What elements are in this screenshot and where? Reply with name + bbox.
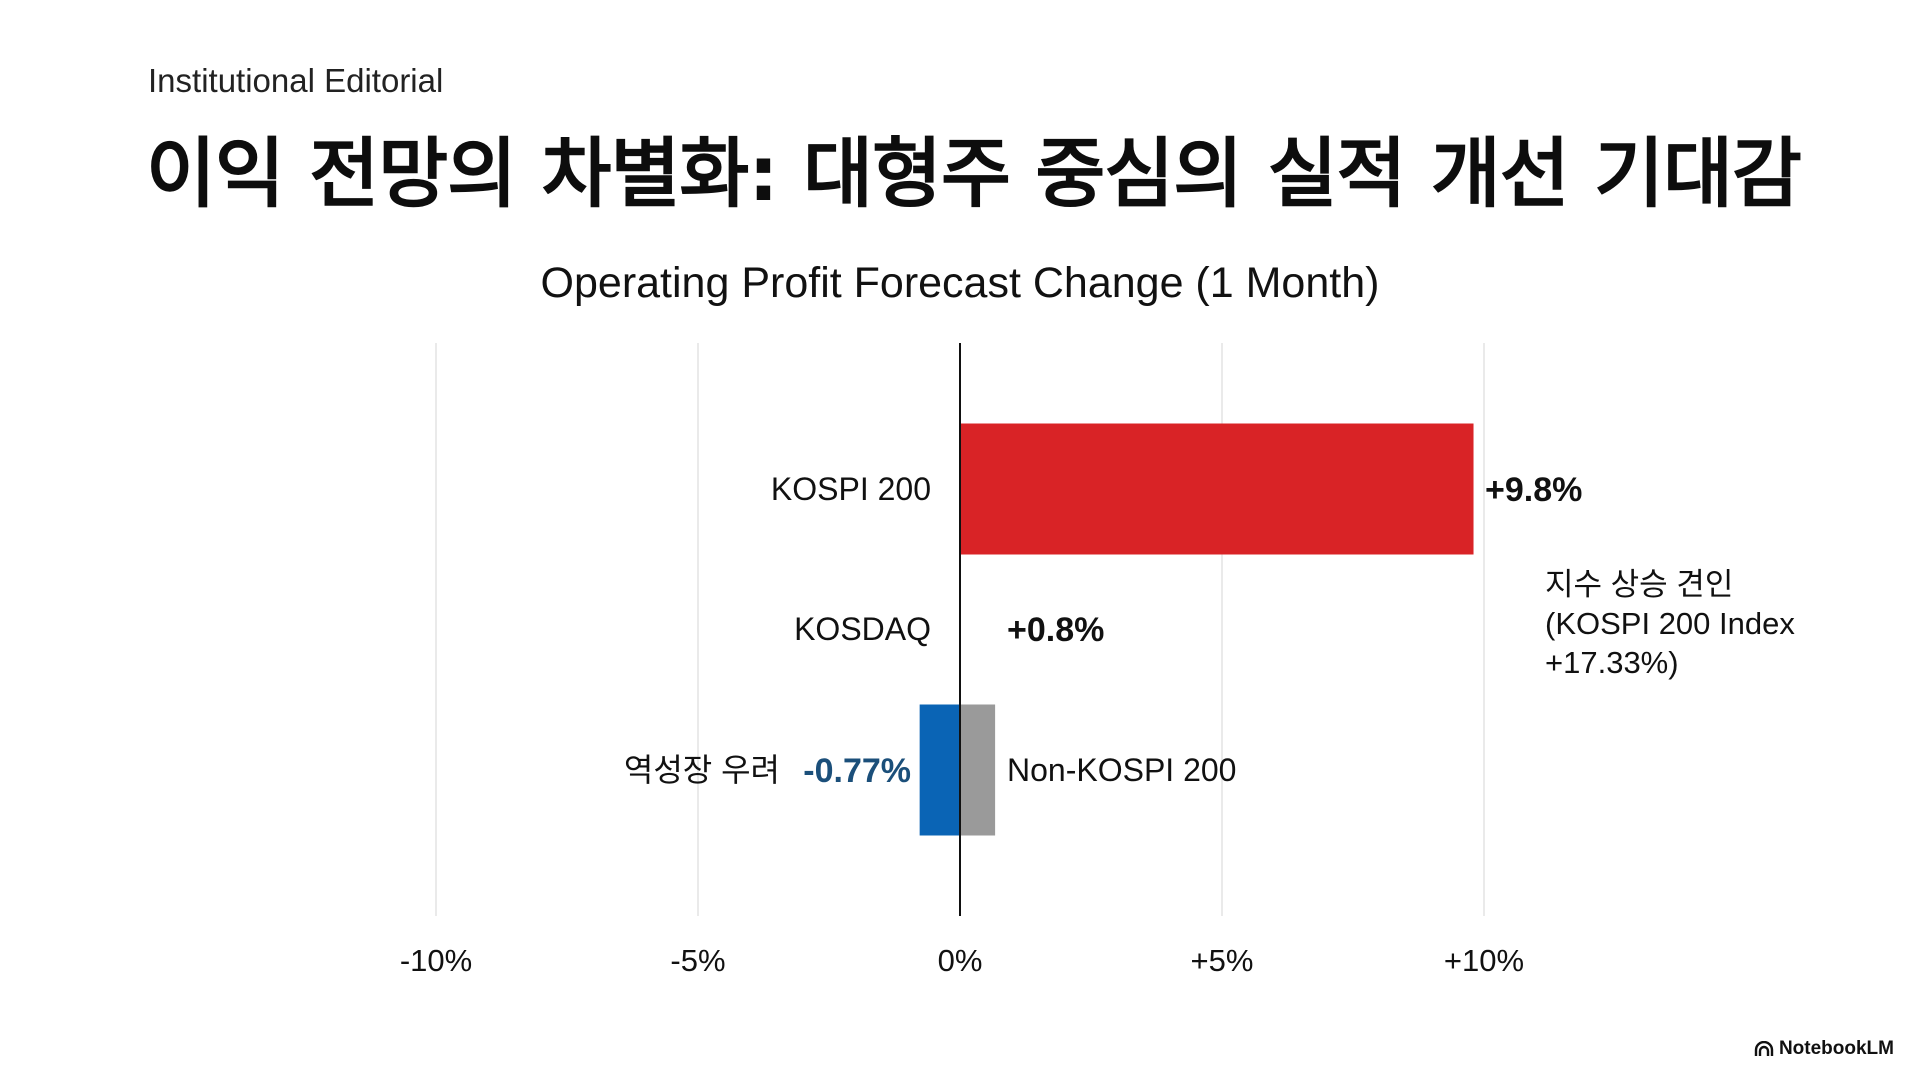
negative-growth-note: 역성장 우려 [624, 752, 780, 788]
x-tick-label: -5% [670, 943, 725, 978]
brand-logo: NotebookLM [1754, 1038, 1894, 1060]
category-label: Non-KOSPI 200 [1007, 752, 1236, 788]
brand-name: NotebookLM [1778, 1038, 1894, 1059]
chart-title: Operating Profit Forecast Change (1 Mont… [540, 259, 1380, 307]
index-annotation-line: 지수 상승 견인 [1545, 567, 1733, 602]
x-tick-label: +10% [1444, 943, 1524, 978]
bar-non-kospi-200 [960, 704, 996, 836]
category-label: KOSPI 200 [771, 471, 931, 507]
index-annotation-line: +17.33%) [1545, 645, 1679, 680]
x-tick-label: -10% [400, 943, 472, 978]
category-label: KOSDAQ [794, 611, 931, 647]
x-tick-label: +5% [1191, 943, 1254, 978]
notebooklm-icon [1754, 1041, 1774, 1056]
bar-non-kospi-200 [919, 704, 960, 836]
bar-kospi-200 [960, 423, 1474, 555]
page-title: 이익 전망의 차별화: 대형주 중심의 실적 개선 기대감 [146, 129, 1802, 218]
kicker: Institutional Editorial [148, 62, 444, 99]
data-label: +0.8% [1007, 611, 1104, 649]
data-label: -0.77% [803, 752, 911, 790]
x-tick-label: 0% [938, 943, 983, 978]
index-annotation-line: (KOSPI 200 Index [1545, 606, 1795, 641]
data-label: +9.8% [1485, 471, 1582, 509]
